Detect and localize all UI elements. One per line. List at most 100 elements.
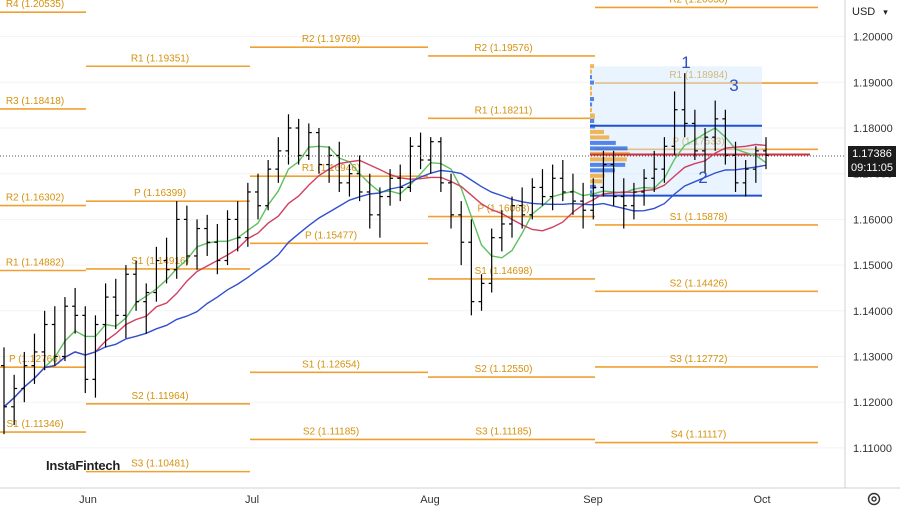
candle bbox=[315, 128, 322, 174]
volume-profile bbox=[590, 64, 810, 197]
candle bbox=[569, 173, 576, 215]
profile-area bbox=[590, 66, 762, 195]
candle bbox=[387, 169, 394, 206]
candle bbox=[641, 169, 648, 206]
candle bbox=[478, 274, 485, 311]
grid bbox=[0, 36, 845, 449]
candle bbox=[41, 310, 48, 371]
profile-bar bbox=[590, 168, 615, 173]
x-tick-label: Jun bbox=[79, 494, 97, 506]
candle bbox=[742, 159, 749, 197]
candle bbox=[92, 315, 99, 398]
pivot-label: P (1.16399) bbox=[134, 188, 186, 199]
y-tick-label: 1.18000 bbox=[853, 123, 893, 135]
pivot-label: S1 (1.14698) bbox=[475, 266, 533, 277]
y-tick-label: 1.16000 bbox=[853, 214, 893, 226]
candle bbox=[600, 150, 607, 197]
candle bbox=[722, 109, 729, 165]
candle bbox=[265, 159, 272, 211]
pivot-label: S4 (1.11117) bbox=[671, 430, 727, 441]
pivot-label: S1 (1.14916) bbox=[131, 256, 189, 267]
pivot-label: R1 (1.18984) bbox=[669, 70, 727, 81]
candle bbox=[529, 178, 536, 220]
profile-bar bbox=[590, 135, 610, 140]
candle bbox=[458, 201, 465, 266]
pivot-label: S2 (1.11964) bbox=[131, 391, 188, 402]
candle bbox=[681, 73, 688, 138]
candle bbox=[234, 201, 241, 252]
settings-gear-icon[interactable] bbox=[866, 491, 882, 507]
profile-bar bbox=[590, 113, 595, 118]
profile-bar bbox=[590, 108, 592, 113]
candle bbox=[214, 223, 221, 275]
candle bbox=[102, 283, 109, 348]
pivot-label: R2 (1.19769) bbox=[302, 34, 360, 45]
candle bbox=[610, 150, 617, 206]
x-tick-label: Sep bbox=[583, 494, 603, 506]
candle bbox=[366, 173, 373, 229]
candle bbox=[397, 164, 404, 202]
y-tick-label: 1.19000 bbox=[853, 77, 893, 89]
candle bbox=[285, 114, 292, 165]
profile-bar bbox=[590, 75, 592, 80]
profile-bar bbox=[590, 91, 592, 96]
candle bbox=[468, 219, 475, 316]
profile-bar bbox=[590, 179, 603, 184]
candle bbox=[488, 228, 495, 293]
sma-line bbox=[3, 143, 767, 408]
wave-label: 2 bbox=[698, 168, 707, 187]
y-tick-label: 1.13000 bbox=[853, 352, 893, 364]
profile-bar bbox=[590, 190, 592, 195]
pivot-label: R1 (1.19351) bbox=[131, 53, 189, 64]
profile-bar bbox=[590, 118, 595, 123]
candle bbox=[356, 155, 363, 202]
candle bbox=[519, 187, 526, 229]
candle bbox=[559, 159, 566, 202]
candle bbox=[448, 173, 455, 229]
candle bbox=[122, 265, 129, 339]
candle bbox=[1, 347, 7, 435]
pivot-label: P (1.15477) bbox=[305, 230, 357, 241]
brand-logo: InstaFintech bbox=[46, 458, 121, 473]
candle bbox=[21, 351, 28, 403]
candle bbox=[31, 333, 38, 384]
pivot-label: S1 (1.15878) bbox=[670, 212, 728, 223]
currency-selector[interactable]: USD ▾ bbox=[846, 3, 900, 21]
candle bbox=[133, 260, 140, 311]
pivot-label: S2 (1.14426) bbox=[670, 278, 728, 289]
profile-bar bbox=[590, 97, 595, 102]
candle bbox=[752, 146, 759, 183]
pivot-label: S1 (1.11346) bbox=[6, 419, 63, 430]
candle bbox=[590, 178, 597, 220]
last-price-value: 1.17386 bbox=[852, 148, 892, 160]
candle bbox=[143, 283, 150, 334]
pivot-label: S1 (1.12654) bbox=[302, 359, 360, 370]
pivot-label: R2 (1.20638) bbox=[669, 0, 727, 5]
pivot-label: S2 (1.11185) bbox=[303, 426, 359, 437]
candle bbox=[702, 128, 709, 174]
wave-label: 1 bbox=[681, 53, 690, 72]
sma-line bbox=[3, 164, 767, 408]
pivot-label: R2 (1.19576) bbox=[474, 43, 532, 54]
pivot-label: R4 (1.20535) bbox=[6, 0, 64, 10]
candle bbox=[224, 210, 231, 266]
last-price-tag: 1.17386 09:11:05 bbox=[848, 146, 896, 177]
candle bbox=[661, 137, 668, 183]
currency-label: USD bbox=[852, 6, 876, 18]
wave-label: 3 bbox=[729, 76, 738, 95]
chevron-down-icon: ▾ bbox=[883, 7, 888, 17]
x-tick-label: Oct bbox=[753, 494, 770, 506]
pivot-label: R2 (1.16302) bbox=[6, 193, 64, 204]
pivot-label: R1 (1.18211) bbox=[475, 105, 533, 116]
candle bbox=[11, 374, 18, 426]
candle bbox=[112, 278, 119, 330]
wave-annotations: 1 2 3 bbox=[681, 53, 738, 187]
pivot-label: S3 (1.10481) bbox=[131, 459, 189, 470]
pivot-label: P (1.17533) bbox=[672, 136, 724, 147]
pivot-label: R1 (1.14882) bbox=[6, 257, 64, 268]
candle bbox=[82, 306, 89, 394]
candle bbox=[580, 182, 587, 229]
candle bbox=[153, 246, 160, 302]
moving-averages bbox=[3, 127, 767, 408]
countdown-timer: 09:11:05 bbox=[850, 162, 893, 174]
